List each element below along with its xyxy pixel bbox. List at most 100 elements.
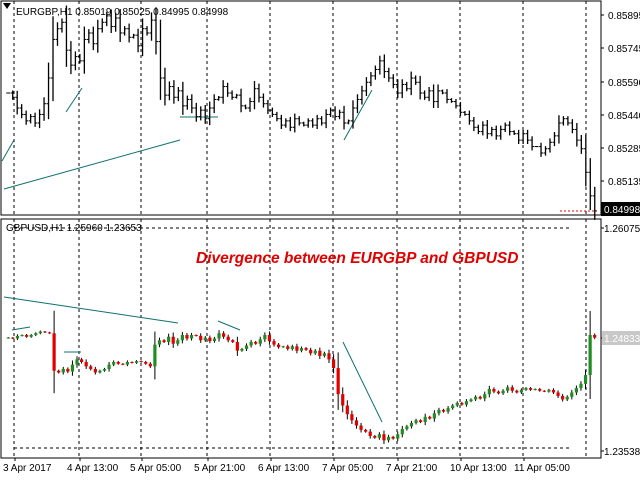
bull-candle (6, 337, 10, 339)
time-label: 10 Apr 13:00 (450, 463, 507, 474)
bear-candle (267, 335, 272, 342)
bear-candle (235, 341, 239, 351)
bear-candle (66, 368, 70, 372)
bull-candle (464, 401, 469, 405)
bear-candle (373, 435, 377, 438)
time-label: 5 Apr 05:00 (130, 463, 182, 474)
bull-candle (313, 350, 317, 354)
bear-candle (185, 335, 189, 339)
price-label: 1.23538 (604, 447, 640, 458)
bear-candle (359, 425, 363, 430)
trendline (343, 89, 373, 141)
bull-candle (432, 413, 436, 419)
trendline (217, 320, 241, 331)
bear-candle (510, 387, 514, 391)
bull-candle (258, 339, 262, 344)
bull-candle (588, 335, 592, 376)
bear-candle (144, 362, 148, 364)
bull-candle (570, 392, 574, 397)
bull-candle (487, 388, 491, 395)
price-label: 1.26075 (604, 224, 640, 235)
bear-candle (276, 344, 281, 348)
time-axis: 3 Apr 2017 4 Apr 13:00 5 Apr 05:00 5 Apr 21… (3, 458, 570, 474)
bear-candle (478, 396, 482, 399)
bear-candle (43, 331, 47, 333)
grid-layer (13, 1, 597, 458)
top-panel-frame (0, 0, 602, 216)
bull-candle (400, 429, 404, 435)
bull-candle (405, 426, 409, 430)
bull-candle (386, 436, 391, 441)
bull-candle (153, 344, 157, 367)
bull-candle (125, 362, 130, 365)
price-label: 0.85745 (608, 44, 640, 55)
bull-candle (322, 353, 327, 356)
bear-candle (364, 429, 368, 432)
bull-candle (409, 422, 414, 427)
bear-candle (47, 332, 52, 334)
bear-candle (556, 392, 560, 396)
bear-candle (121, 363, 125, 365)
bear-candle (199, 335, 203, 341)
bull-candle (290, 346, 294, 349)
bull-candle (437, 409, 441, 414)
bear-candle (130, 362, 134, 363)
bear-candle (295, 346, 299, 351)
bull-candle (414, 420, 418, 423)
bear-candle (93, 368, 97, 373)
bull-candle (20, 335, 24, 337)
bear-candle (148, 363, 152, 367)
bull-candle (112, 362, 116, 365)
bear-candle (538, 388, 542, 391)
bear-candle (57, 370, 61, 373)
bull-candle (455, 402, 459, 406)
bear-candle (460, 402, 464, 405)
bear-candle (231, 340, 235, 342)
bear-candle (309, 349, 313, 354)
bull-candle (212, 338, 217, 342)
bear-candle (551, 389, 556, 393)
trendline (65, 87, 83, 113)
bear-candle (52, 333, 56, 371)
bear-candle (327, 353, 331, 360)
bear-candle (336, 368, 340, 395)
bear-candle (318, 350, 322, 356)
time-label: 4 Apr 13:00 (67, 463, 119, 474)
bear-candle (272, 341, 276, 345)
bull-candle (396, 434, 400, 439)
bear-candle (89, 366, 93, 369)
price-label: 0.85285 (608, 144, 640, 155)
time-label: 7 Apr 21:00 (386, 463, 438, 474)
bear-candle (492, 388, 496, 392)
bottom-chart-info: GBPUSD,H1 1.25960 1.23653 (6, 223, 142, 234)
bull-candle (189, 335, 194, 339)
bottom-price-axis: 1.26075 1.24833 1.23538 (601, 224, 640, 458)
trendline-layer (1, 87, 383, 423)
top-chart-info: EURGBP,H1 0.85019 0.85025 0.84995 0.8499… (16, 7, 229, 18)
bull-candle (102, 368, 107, 371)
bull-candle (15, 335, 20, 339)
bull-candle (547, 389, 551, 392)
bear-candle (345, 405, 349, 415)
bull-candle (506, 387, 510, 391)
bear-candle (304, 348, 308, 350)
trendline (11, 326, 31, 331)
bear-candle (25, 335, 29, 337)
bear-candle (350, 414, 354, 421)
bear-candle (171, 336, 175, 344)
bear-candle (382, 434, 386, 441)
bear-candle (368, 431, 372, 436)
bull-candle (61, 368, 65, 373)
bull-candle (249, 341, 253, 346)
bear-candle (331, 359, 336, 369)
bear-candle (561, 395, 565, 400)
price-series-layer (6, 5, 597, 444)
bear-candle (391, 436, 395, 439)
collapse-arrow-icon (3, 3, 11, 9)
bull-candle (180, 335, 184, 341)
